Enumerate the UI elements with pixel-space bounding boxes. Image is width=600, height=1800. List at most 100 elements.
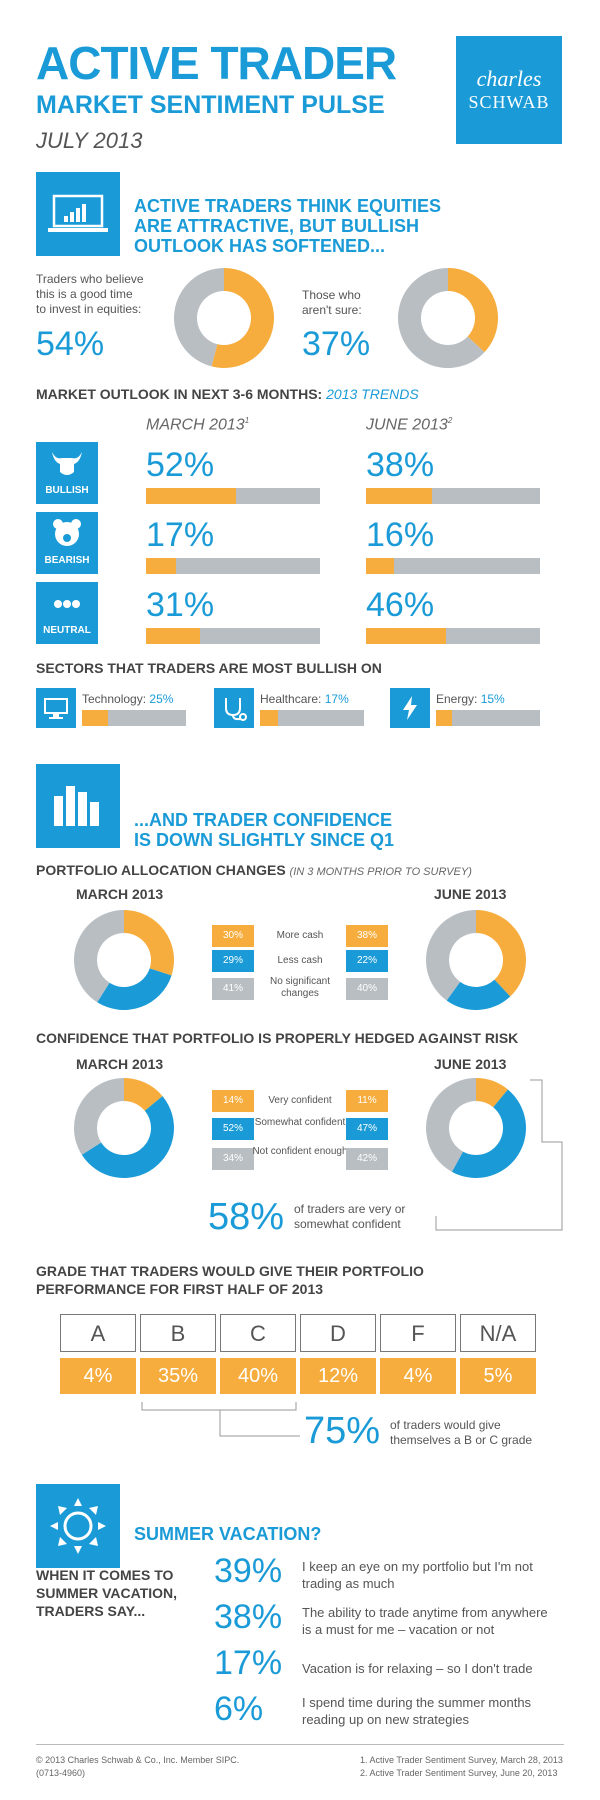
report-date: JULY 2013 — [36, 128, 143, 153]
hedge-june-donut — [426, 1078, 526, 1178]
not-sure-label-line1: Those who — [302, 288, 361, 302]
page-subtitle: MARKET SENTIMENT PULSE — [36, 91, 385, 119]
outlook-col-march-footnote: 1 — [244, 416, 250, 425]
logo-line2: SCHWAB — [468, 92, 550, 112]
alloc-cat-more-cash: More cash — [276, 930, 324, 941]
donut-slice-somewhat-confident — [81, 1096, 174, 1178]
alloc-note: (IN 3 MONTHS PRIOR TO SURVEY) — [289, 866, 472, 878]
grade-c-pct: 40% — [220, 1358, 296, 1394]
footer-sources: 1. Active Trader Sentiment Survey, March… — [360, 1754, 563, 1780]
hedge-june-somewhat: 47% — [346, 1118, 388, 1140]
sector-healthcare-name: Healthcare: — [260, 692, 322, 706]
grade-c: C — [220, 1314, 296, 1352]
sector-healthcare-bar — [260, 710, 364, 726]
outlook-col-march: MARCH 20131 — [146, 416, 249, 434]
alloc-cat-no-change: No significant changes — [269, 976, 331, 999]
headline-line1: ...AND TRADER CONFIDENCE — [134, 810, 393, 830]
grades-heading-line1: GRADE THAT TRADERS WOULD GIVE THEIR PORT… — [36, 1263, 424, 1279]
grade-f: F — [380, 1314, 456, 1352]
grade-bracket — [141, 1402, 300, 1437]
bullish-march-fill — [146, 488, 237, 504]
grade-f-pct: 4% — [380, 1358, 456, 1394]
sector-healthcare-label: Healthcare: 17% — [260, 692, 349, 707]
alloc-june-more-cash: 38% — [346, 925, 388, 947]
sun-icon — [36, 1484, 120, 1568]
grade-a-pct: 4% — [60, 1358, 136, 1394]
bullish-march-bar — [146, 488, 320, 504]
laptop-chart-icon — [36, 172, 120, 256]
donut-slice-other — [174, 268, 224, 367]
outlook-row-label: BEARISH — [44, 555, 90, 566]
logo-line1: charles — [476, 66, 542, 91]
good-time-pct: 54% — [36, 325, 105, 363]
vacation-lead-line2: SUMMER VACATION, — [36, 1585, 178, 1601]
grades-heading: GRADE THAT TRADERS WOULD GIVE THEIR PORT… — [36, 1262, 424, 1298]
bearish-june-fill — [366, 558, 394, 574]
headline-line1: ACTIVE TRADERS THINK EQUITIES — [134, 196, 442, 216]
bullish-june-bar — [366, 488, 540, 504]
outlook-heading-accent: 2013 TRENDS — [326, 386, 419, 402]
grade-a: A — [60, 1314, 136, 1352]
vacation-lead-line1: WHEN IT COMES TO — [36, 1567, 174, 1583]
outlook-col-march-label: MARCH 2013 — [146, 416, 245, 434]
neutral-june-pct: 46% — [366, 586, 435, 624]
footer-copyright: © 2013 Charles Schwab & Co., Inc. Member… — [36, 1754, 239, 1780]
grade-d: D — [300, 1314, 376, 1352]
schwab-logo: charles SCHWAB — [456, 36, 562, 144]
vacation-lead-line3: TRADERS SAY... — [36, 1603, 146, 1619]
grade-b-pct: 35% — [140, 1358, 216, 1394]
vacation-text-line: trading as much — [302, 1576, 395, 1591]
alloc-march-no-change: 41% — [212, 978, 254, 1000]
grade-b: B — [140, 1314, 216, 1352]
donut-slice-not-sure — [448, 268, 498, 353]
alloc-june-donut — [426, 910, 526, 1010]
vacation-text-line: I spend time during the summer months — [302, 1695, 532, 1710]
vacation-lead: WHEN IT COMES TO SUMMER VACATION, TRADER… — [36, 1566, 177, 1620]
bull-icon-box: BULLISH — [36, 442, 98, 504]
footer-copyright-line: © 2013 Charles Schwab & Co., Inc. Member… — [36, 1755, 240, 1765]
donut-slice-more-cash — [476, 910, 526, 997]
bearish-march-fill — [146, 558, 176, 574]
vacation-text-line: Vacation is for relaxing – so I don't tr… — [302, 1661, 533, 1676]
hedge-march-very: 14% — [212, 1090, 254, 1112]
sector-technology-bar — [82, 710, 186, 726]
donut-slice-not-confident-enough — [426, 1078, 476, 1172]
page-title: ACTIVE TRADER — [36, 37, 397, 89]
headline-line2: IS DOWN SLIGHTLY SINCE Q1 — [134, 830, 395, 850]
alloc-march-more-cash: 30% — [212, 925, 254, 947]
grade-summary-pct: 75% — [304, 1410, 381, 1452]
hedge-march-label: MARCH 2013 — [76, 1056, 164, 1072]
sector-healthcare-fill — [260, 710, 278, 726]
donut-slice-good-time — [211, 268, 274, 368]
neutral-june-fill — [366, 628, 447, 644]
hedge-june-label: JUNE 2013 — [434, 1056, 507, 1072]
grades-heading-line2: PERFORMANCE FOR FIRST HALF OF 2013 — [36, 1281, 324, 1297]
donut-slice-less-cash — [446, 979, 511, 1010]
hedge-june-not: 42% — [346, 1148, 388, 1170]
stethoscope-icon — [214, 688, 254, 728]
lightning-icon — [390, 688, 430, 728]
bull-icon — [52, 452, 82, 475]
outlook-heading: MARKET OUTLOOK IN NEXT 3-6 MONTHS: 2013 … — [36, 386, 419, 402]
vacation-text-1: I keep an eye on my portfolio but I'm no… — [302, 1558, 552, 1592]
monitor-icon — [36, 688, 76, 728]
hedge-june-very: 11% — [346, 1090, 388, 1112]
neutral-march-bar — [146, 628, 320, 644]
vacation-text-line: The ability to trade anytime from anywhe… — [302, 1605, 548, 1620]
grade-d-pct: 12% — [300, 1358, 376, 1394]
vacation-text-4: I spend time during the summer months re… — [302, 1694, 552, 1728]
alloc-june-less-cash: 22% — [346, 950, 388, 972]
not-sure-label-line2: aren't sure: — [302, 303, 362, 317]
hedge-march-donut — [74, 1078, 174, 1178]
sector-energy-pct: 15% — [480, 692, 505, 706]
bearish-june-bar — [366, 558, 540, 574]
footer-divider — [36, 1744, 564, 1745]
good-time-label-line3: to invest in equities: — [36, 302, 142, 316]
vacation-text-2: The ability to trade anytime from anywhe… — [302, 1604, 552, 1638]
bearish-march-pct: 17% — [146, 516, 215, 554]
sector-energy-fill — [436, 710, 452, 726]
grade-na-pct: 5% — [460, 1358, 536, 1394]
not-sure-label: Those who aren't sure: — [302, 288, 362, 318]
vacation-text-line: I keep an eye on my portfolio but I'm no… — [302, 1559, 533, 1574]
bullish-march-pct: 52% — [146, 446, 215, 484]
